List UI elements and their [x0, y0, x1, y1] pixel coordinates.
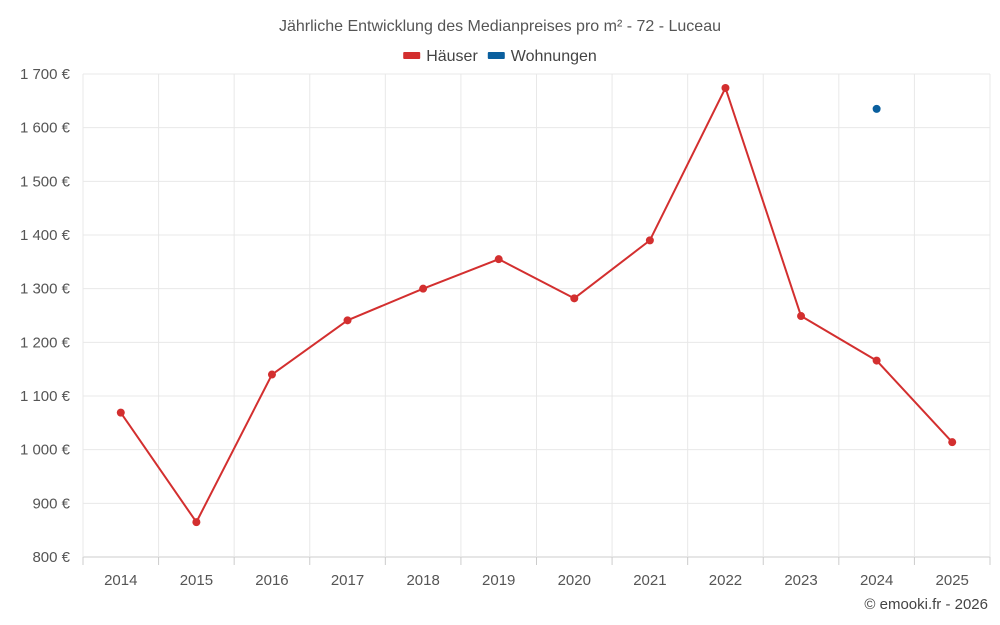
- series-layer: [116, 83, 957, 527]
- y-tick-label: 1 100 €: [20, 388, 71, 405]
- y-tick-label: 800 €: [32, 549, 70, 566]
- y-tick-label: 1 000 €: [20, 442, 71, 459]
- x-tick-label: 2025: [936, 572, 969, 589]
- data-point[interactable]: [570, 294, 579, 303]
- x-tick-label: 2016: [255, 572, 288, 589]
- data-point[interactable]: [645, 236, 654, 245]
- data-point[interactable]: [872, 104, 881, 113]
- data-point[interactable]: [267, 370, 276, 379]
- y-tick-label: 1 700 €: [20, 66, 71, 83]
- y-tick-label: 1 500 €: [20, 173, 71, 190]
- credit-text: © emooki.fr - 2026: [864, 596, 988, 613]
- y-tick-label: 1 200 €: [20, 334, 71, 351]
- data-point[interactable]: [797, 312, 806, 321]
- data-point[interactable]: [343, 316, 352, 325]
- x-tick-label: 2019: [482, 572, 515, 589]
- y-axis-ticks: 800 € 900 € 1 000 € 1 100 € 1 200 € 1 300 € 1 …: [20, 66, 71, 566]
- data-point[interactable]: [721, 83, 730, 92]
- x-tick-label: 2024: [860, 572, 893, 589]
- legend-item[interactable]: Wohnungen: [487, 48, 597, 65]
- x-tick-label: 2017: [331, 572, 364, 589]
- x-tick-label: 2023: [784, 572, 817, 589]
- data-point[interactable]: [419, 284, 428, 293]
- data-point[interactable]: [192, 518, 201, 527]
- y-tick-label: 1 300 €: [20, 281, 71, 298]
- x-axis-ticks: 2014 2015 2016 2017 2018 2019 2020 2021 2022 2023…: [104, 572, 969, 589]
- data-point[interactable]: [116, 408, 125, 417]
- series-h-user: [116, 83, 957, 527]
- series-line: [119, 86, 953, 524]
- y-tick-label: 1 600 €: [20, 120, 71, 137]
- x-tick-label: 2020: [558, 572, 591, 589]
- legend-swatch: [487, 52, 505, 59]
- x-tick-label: 2021: [633, 572, 666, 589]
- data-point[interactable]: [494, 255, 503, 264]
- series-wohnungen: [872, 104, 881, 113]
- legend-item[interactable]: Häuser: [403, 48, 478, 65]
- data-point[interactable]: [948, 438, 957, 447]
- x-tick-label: 2015: [180, 572, 213, 589]
- legend-label: Wohnungen: [511, 48, 597, 65]
- data-point[interactable]: [872, 356, 881, 365]
- x-tick-label: 2018: [406, 572, 439, 589]
- legend-label: Häuser: [426, 48, 478, 65]
- legend: Häuser Wohnungen: [403, 48, 597, 65]
- y-tick-label: 1 400 €: [20, 227, 71, 244]
- grid-lines: [82, 73, 991, 565]
- y-tick-label: 900 €: [32, 495, 70, 512]
- x-tick-label: 2014: [104, 572, 137, 589]
- chart-title: Jährliche Entwicklung des Medianpreises …: [279, 18, 721, 35]
- x-tick-label: 2022: [709, 572, 742, 589]
- legend-swatch: [403, 52, 421, 59]
